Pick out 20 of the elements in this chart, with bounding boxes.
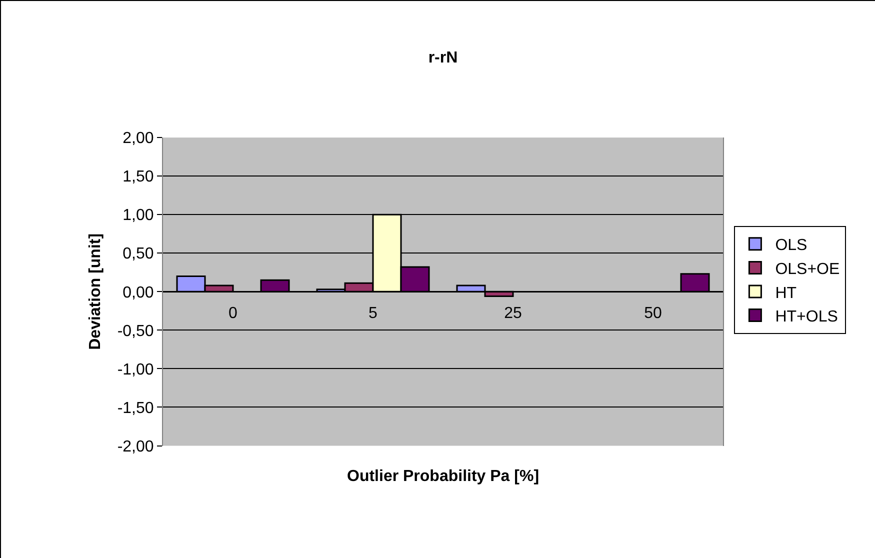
x-tick-label: 5: [368, 304, 378, 322]
y-tick-label: 1,50: [122, 168, 154, 186]
y-tick-label: 0,50: [122, 246, 154, 263]
y-tick-label: 1,00: [122, 207, 154, 224]
x-tick-label: 0: [228, 304, 238, 322]
legend-label: OLS+OE: [775, 260, 840, 278]
legend-label: OLS: [775, 237, 808, 254]
y-tick-label: -0,50: [117, 322, 154, 340]
x-tick-label: 50: [644, 304, 662, 322]
legend-label: HT+OLS: [775, 308, 838, 326]
legend-label: HT: [775, 284, 797, 302]
x-axis-title: Outlier Probability Pa [%]: [347, 468, 540, 485]
y-tick-label: -2,00: [117, 438, 154, 456]
x-tick-label: 25: [504, 304, 522, 322]
y-tick-label: 2,00: [122, 130, 154, 148]
y-tick-label: -1,00: [117, 361, 154, 378]
chart-title: r-rN: [428, 49, 458, 66]
y-tick-label: -1,50: [117, 400, 154, 417]
y-tick-label: 0,00: [122, 284, 154, 302]
y-axis-title: Deviation [unit]: [87, 233, 104, 350]
